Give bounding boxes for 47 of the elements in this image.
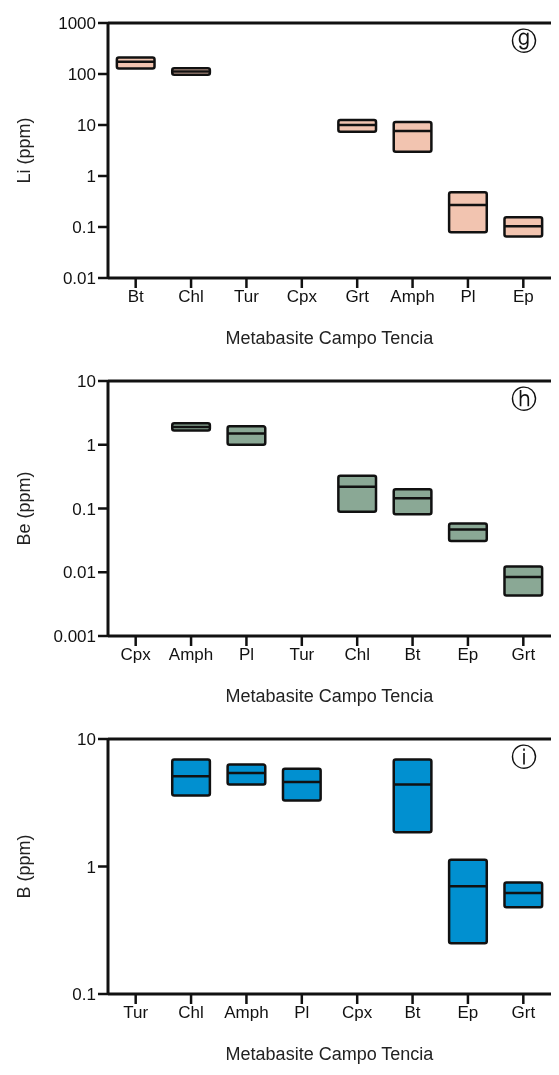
x-tick-label: Cpx: [342, 1003, 373, 1023]
x-tick-label: Pl: [460, 287, 476, 307]
y-tick-label: 1: [86, 167, 96, 187]
x-tick-label: Amph: [168, 645, 214, 665]
y-tick-label: 0.1: [72, 218, 96, 238]
x-tick-label: Cpx: [286, 287, 318, 307]
y-axis-title: B (ppm): [14, 834, 35, 899]
x-tick-label: Amph: [390, 287, 435, 307]
y-tick-label: 1: [86, 435, 96, 455]
x-tick-label: Amph: [224, 1003, 269, 1023]
x-tick-label: Chl: [178, 1003, 204, 1023]
y-tick-label: 1: [86, 857, 96, 877]
x-axis-title: Metabasite Campo Tencia: [225, 1044, 435, 1064]
y-tick-label: 0.01: [62, 563, 96, 583]
y-tick-label: 100: [67, 65, 96, 85]
x-tick-label: Grt: [345, 287, 370, 307]
y-tick-label: 0.001: [53, 627, 96, 647]
x-tick-label: Grt: [511, 645, 536, 665]
annotation: ⓘ: [511, 742, 537, 772]
y-tick-label: 1000: [58, 14, 96, 34]
annotation: ⓗ: [511, 384, 537, 414]
x-tick-label: Bt: [404, 1003, 421, 1023]
x-axis-title: Metabasite Campo Tencia: [225, 328, 435, 348]
y-tick-label: 10: [77, 372, 96, 392]
y-tick-label: 10: [77, 730, 96, 750]
y-axis-title: Li (ppm): [14, 117, 35, 184]
x-tick-label: Pl: [238, 645, 254, 665]
annotation: ⓖ: [511, 26, 537, 56]
x-tick-label: Bt: [127, 287, 144, 307]
x-tick-label: Cpx: [120, 645, 152, 665]
y-tick-label: 0.01: [62, 269, 96, 289]
x-tick-label: Grt: [511, 1003, 536, 1023]
x-tick-label: Chl: [344, 645, 370, 665]
y-tick-label: 0.1: [72, 985, 96, 1005]
y-axis-title: Be (ppm): [14, 471, 35, 546]
x-tick-label: Chl: [178, 287, 204, 307]
y-tick-label: 0.1: [72, 499, 96, 519]
x-tick-label: Ep: [457, 1003, 479, 1023]
y-tick-label: 10: [77, 116, 96, 136]
x-tick-label: Bt: [404, 645, 421, 665]
x-tick-label: Tur: [123, 1003, 149, 1023]
x-tick-label: Tur: [289, 645, 315, 665]
x-tick-label: Ep: [512, 287, 534, 307]
x-tick-label: Tur: [234, 287, 260, 307]
x-tick-label: Ep: [457, 645, 479, 665]
x-axis-title: Metabasite Campo Tencia: [225, 686, 435, 706]
x-tick-label: Pl: [294, 1003, 310, 1023]
